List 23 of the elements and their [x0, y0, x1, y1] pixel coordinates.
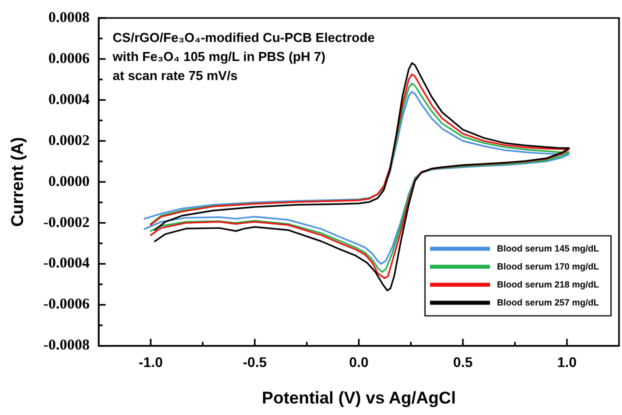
y-tick-label: 0.0000: [48, 174, 90, 190]
y-axis-title: Current (A): [8, 137, 27, 227]
x-axis-title: Potential (V) vs Ag/AgCl: [262, 388, 456, 408]
y-tick-label: 0.0002: [48, 132, 90, 149]
annotation: CS/rGO/Fe₃O₄-modified Cu-PCB Electrode: [112, 30, 375, 45]
x-tick-label: -1.0: [138, 354, 163, 370]
text: Blood serum 170 mg/dL: [497, 261, 600, 272]
x-tick-label: 1.0: [557, 354, 577, 370]
annotation: at scan rate 75 mV/s: [112, 68, 238, 83]
y-tick-label: -0.0002: [43, 214, 90, 231]
text: Blood serum 218 mg/dL: [497, 279, 600, 290]
y-tick-label: -0.0006: [43, 296, 90, 313]
annotation: with Fe₃O₄ 105 mg/L in PBS (pH 7): [112, 49, 326, 64]
y-tick-label: 0.0004: [48, 92, 90, 108]
y-tick-label: -0.0004: [43, 256, 90, 272]
x-tick-label: -0.5: [242, 354, 268, 370]
x-tick-label: 0.0: [349, 354, 369, 370]
y-tick-label: 0.0008: [48, 10, 90, 26]
y-tick-label: 0.0006: [48, 50, 90, 67]
text: Blood serum 145 mg/dL: [497, 243, 600, 254]
x-tick-label: 0.5: [453, 354, 473, 370]
text: Blood serum 257 mg/dL: [497, 297, 600, 308]
y-tick-label: -0.0008: [43, 338, 90, 354]
